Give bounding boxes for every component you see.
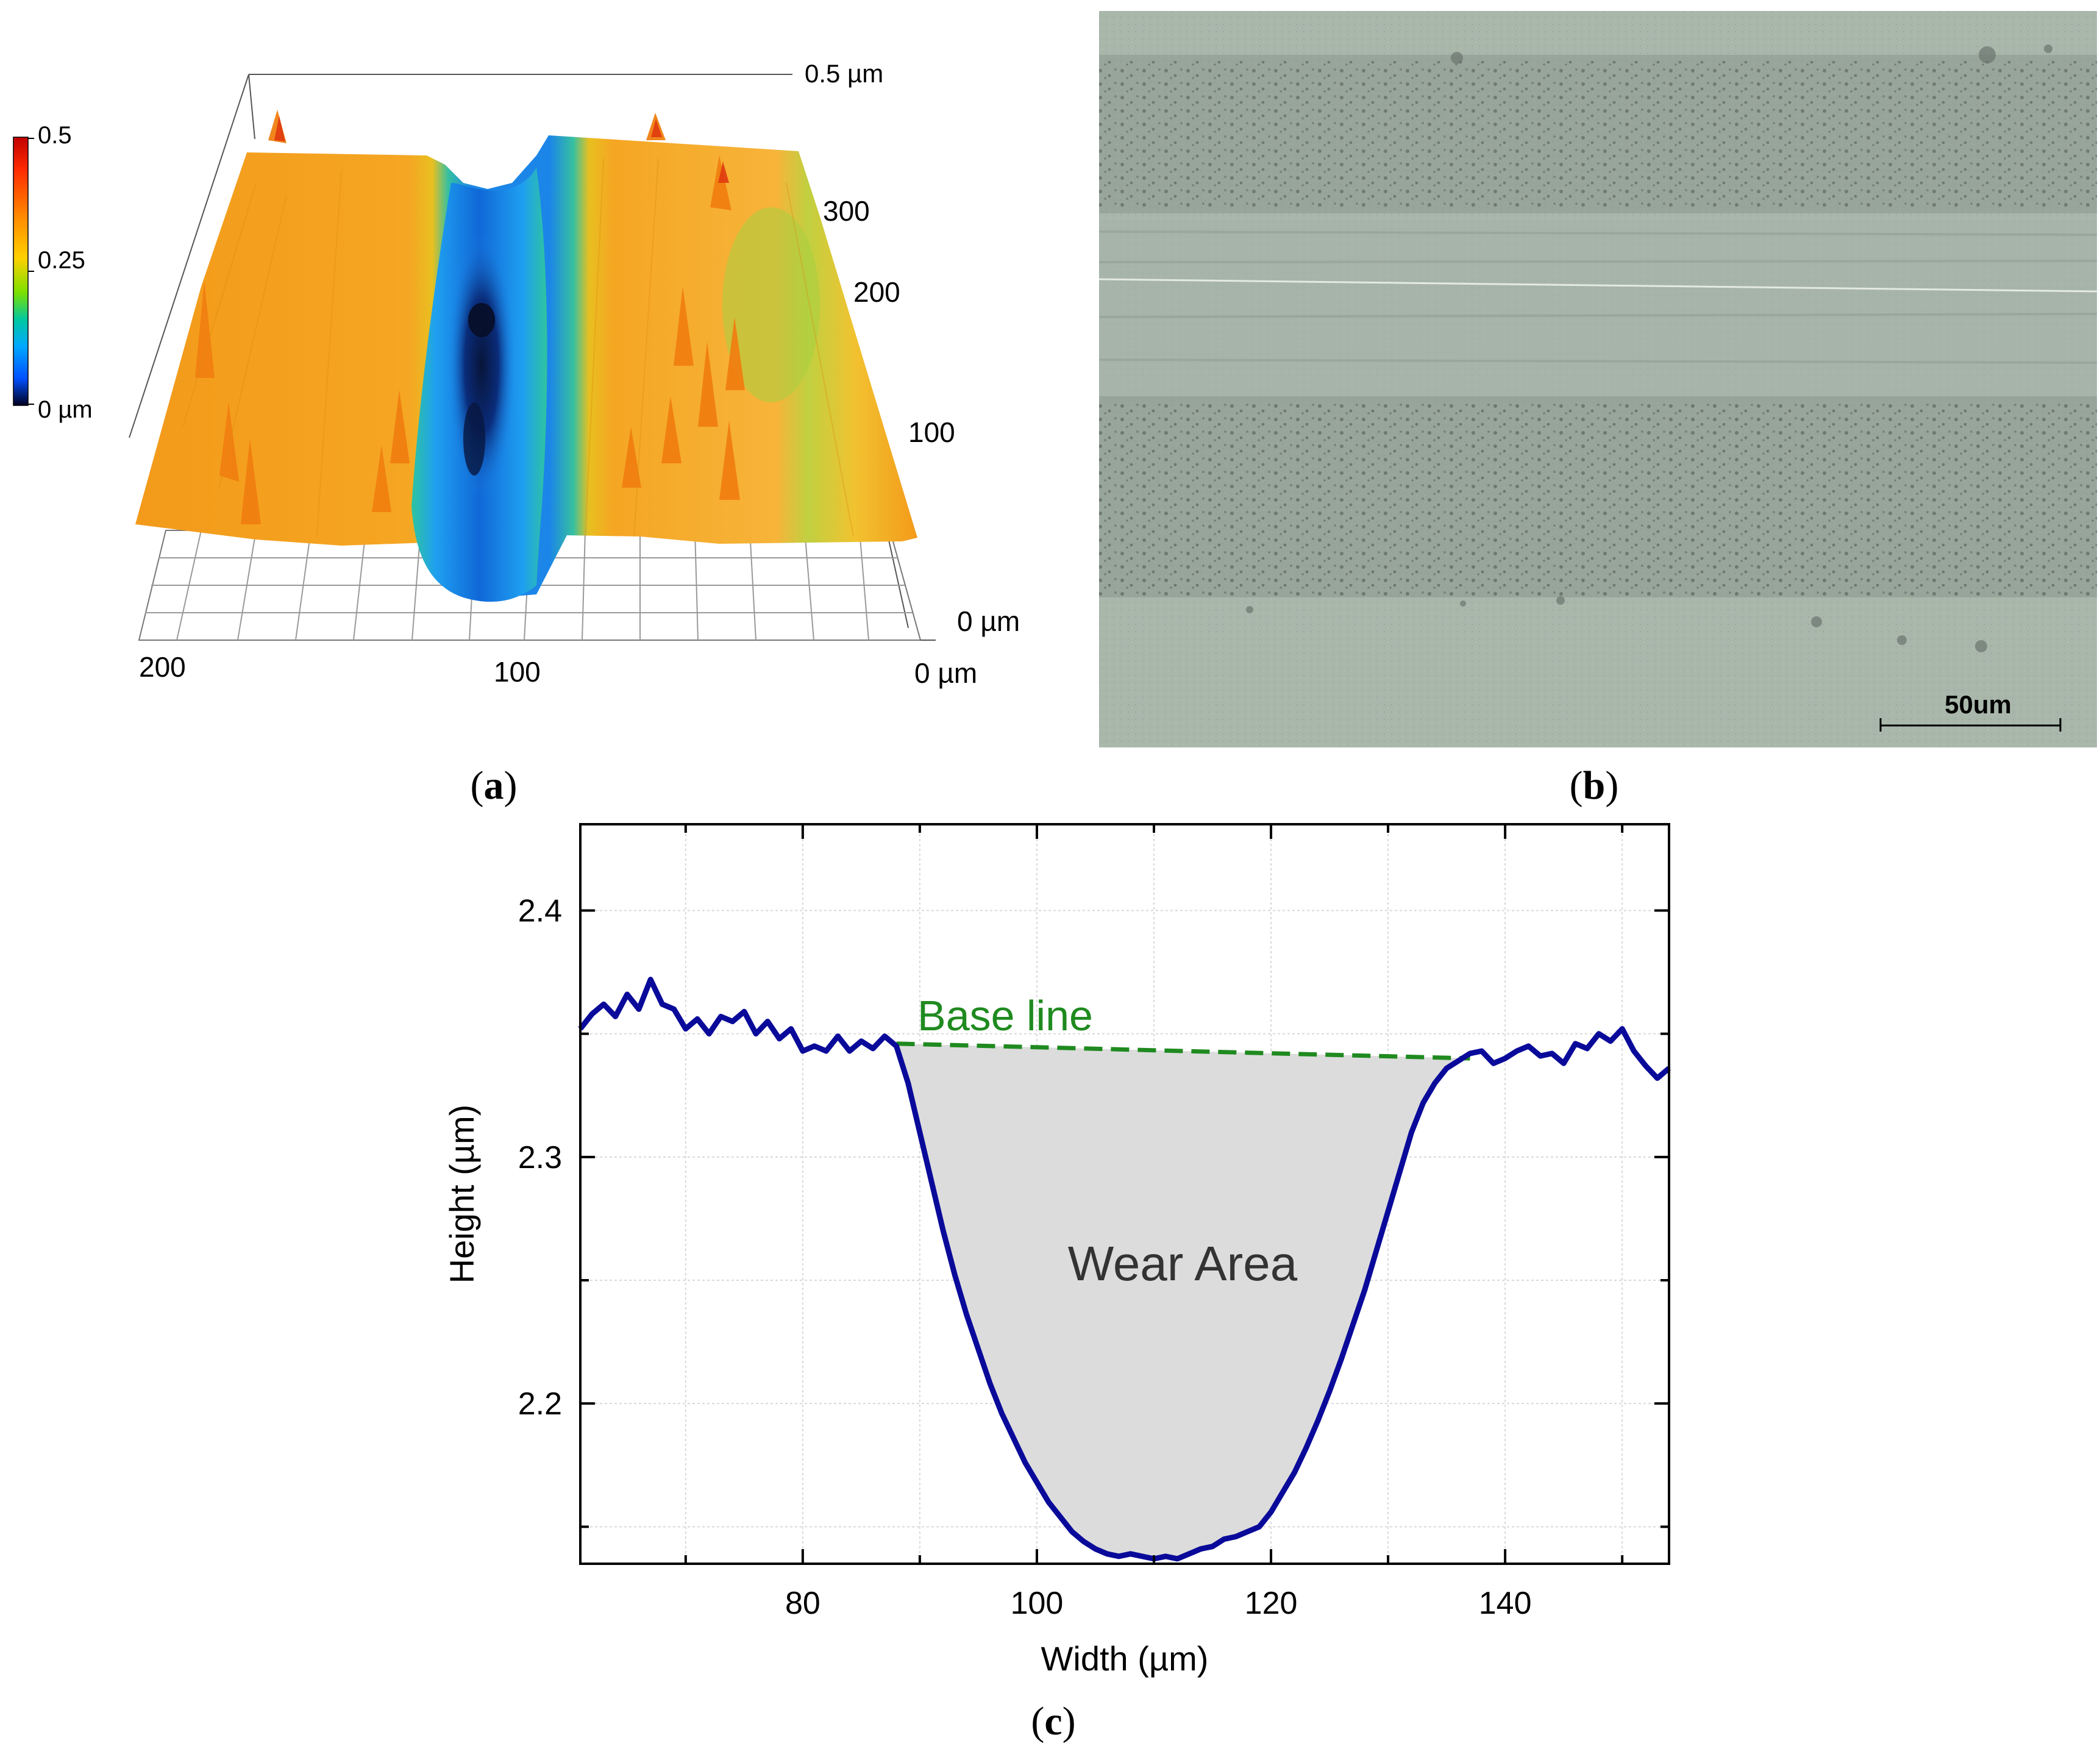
x-tick-label: 120 — [1245, 1586, 1298, 1621]
caption-b-letter: b — [1583, 763, 1606, 808]
panel-a-3d-surface: 0.5 0.25 0 µm — [13, 59, 1020, 808]
colorbar-gradient — [13, 137, 29, 406]
x-tick-label: 140 — [1479, 1586, 1532, 1621]
caption-a: (a) — [471, 763, 518, 808]
colorbar-mid-label: 0.25 — [38, 247, 85, 274]
panel-b-micrograph: 50um (b) — [1098, 11, 2098, 808]
x-axis-label: Width (µm) — [1041, 1639, 1209, 1678]
profile-line — [578, 977, 1671, 1562]
caption-c: (c) — [1031, 1699, 1075, 1744]
plot-frame — [579, 823, 1670, 1565]
3d-surface — [135, 110, 917, 602]
z-axis-top-label: 0.5 µm — [805, 59, 883, 88]
scale-bar-label: 50um — [1945, 690, 2012, 719]
y-tick-300: 300 — [823, 195, 870, 227]
y-tick-label: 2.3 — [518, 1140, 562, 1175]
caption-a-letter: a — [484, 763, 504, 808]
x-tick-label: 80 — [785, 1586, 820, 1621]
x-tick-label: 100 — [1011, 1586, 1064, 1621]
y-tick-100: 100 — [908, 416, 955, 448]
x-tick-0: 0 µm — [914, 657, 977, 689]
y-tick-0: 0 µm — [957, 605, 1020, 637]
y-tick-label: 2.4 — [518, 894, 562, 929]
panel-c-profile-chart: 80 100 120 140 2.2 2.3 2.4 Base line Wear Area… — [443, 823, 1671, 1744]
scale-bar: 50um — [1879, 690, 2062, 732]
y-tick-label: 2.2 — [518, 1386, 562, 1422]
x-tick-200: 200 — [139, 651, 186, 683]
colorbar: 0.5 0.25 0 µm — [13, 122, 93, 423]
y-tick-200: 200 — [853, 276, 900, 308]
colorbar-max-label: 0.5 — [38, 122, 72, 149]
colorbar-min-label: 0 µm — [38, 396, 93, 423]
y-axis-label: Height (µm) — [443, 1105, 481, 1284]
wear-area-fill — [896, 1043, 1470, 1559]
caption-b: (b) — [1570, 763, 1619, 808]
chart-ticks: 80 100 120 140 2.2 2.3 2.4 — [518, 824, 1669, 1621]
baseline-line — [896, 1041, 1470, 1061]
wear-area-annotation: Wear Area — [1068, 1236, 1298, 1291]
caption-c-letter: c — [1044, 1699, 1062, 1744]
baseline-annotation: Base line — [917, 992, 1093, 1039]
x-tick-100: 100 — [494, 656, 541, 688]
